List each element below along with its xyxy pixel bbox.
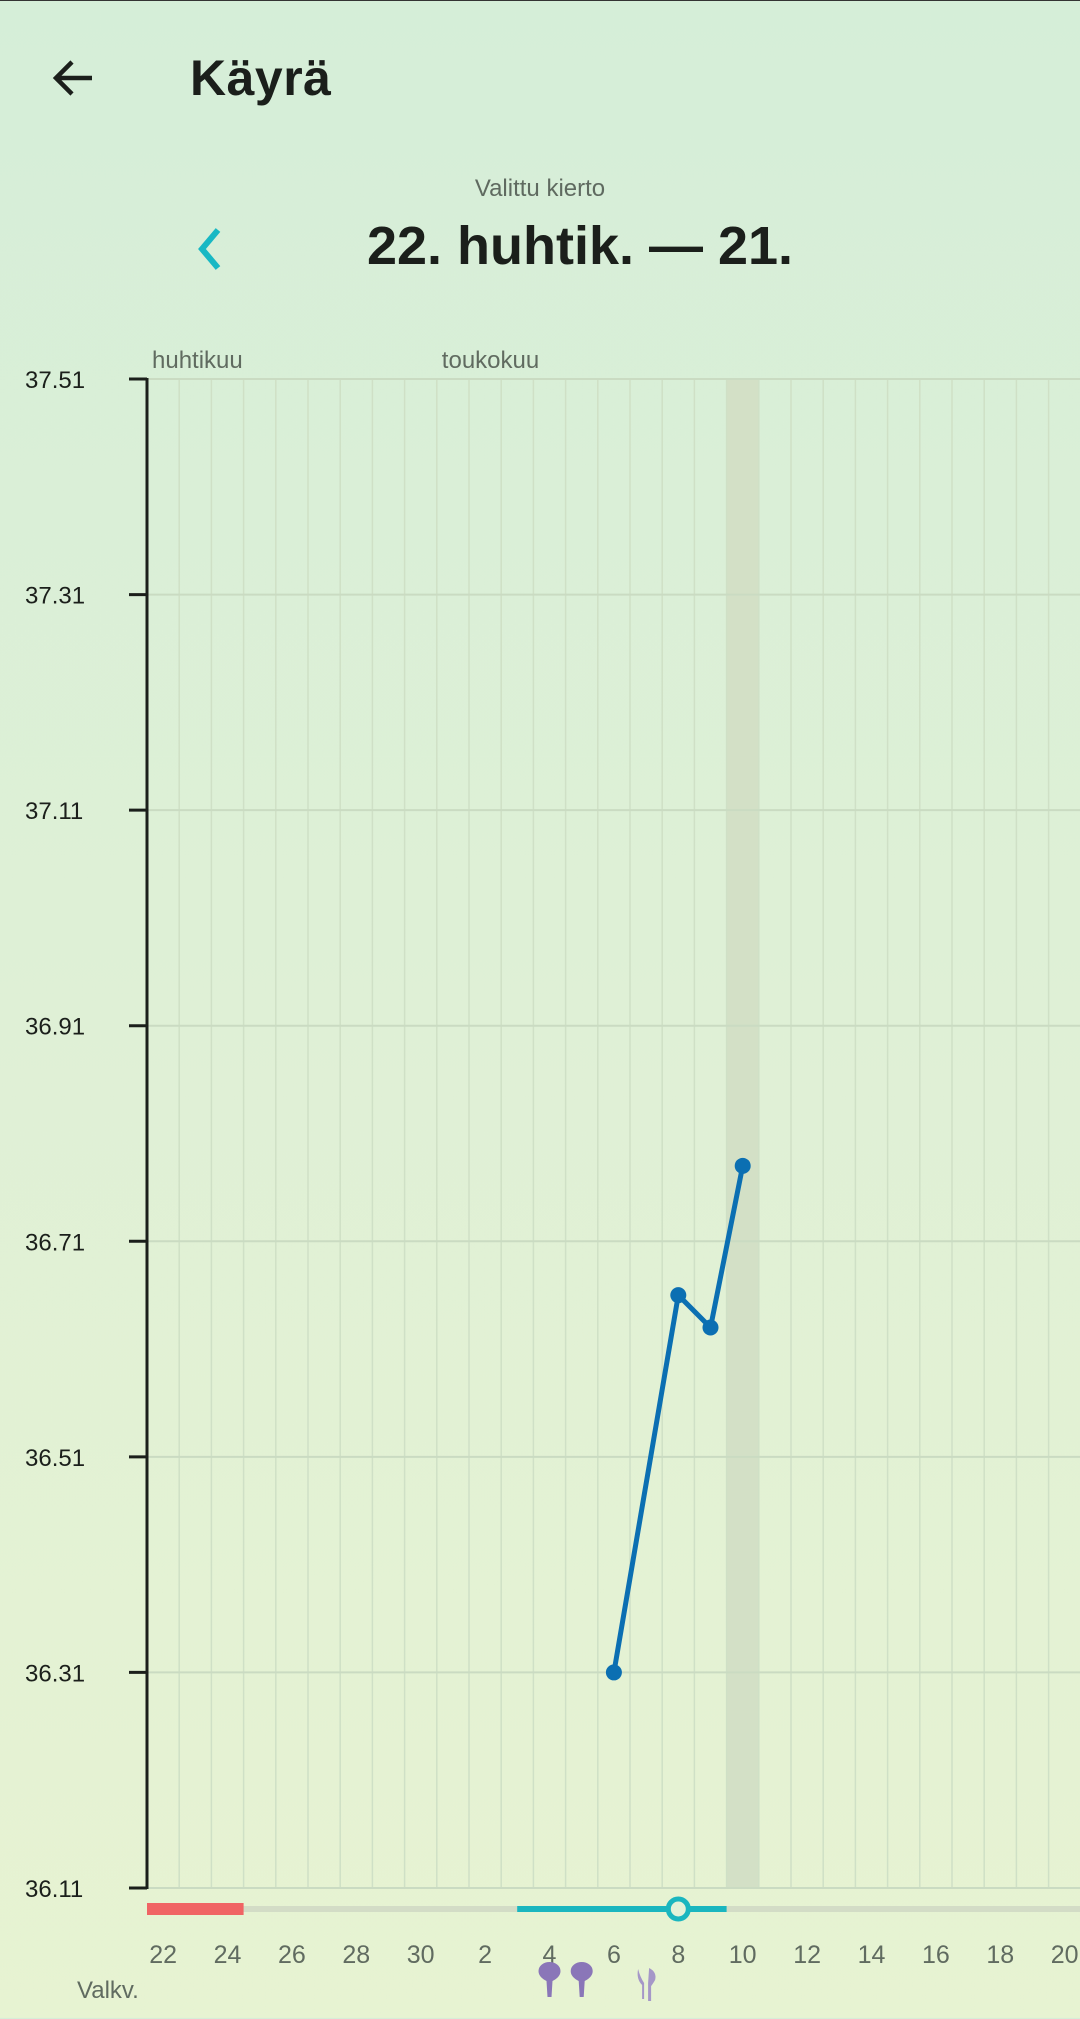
x-tick-label: 12 (793, 1941, 821, 1969)
y-tick-label: 36.51 (25, 1445, 85, 1472)
x-tick-label: 8 (671, 1941, 685, 1969)
x-tick-label: 30 (407, 1941, 435, 1969)
egg-white-mucus-icon (570, 1962, 593, 1997)
month-label: huhtikuu (152, 347, 243, 374)
cycle-range-text: 22. huhtik. — 21. toukok. (366, 216, 794, 296)
temperature-point (605, 1664, 622, 1681)
y-tick-label: 36.11 (25, 1876, 83, 1903)
x-tick-label: 16 (922, 1941, 950, 1969)
y-tick-label: 36.71 (25, 1229, 85, 1256)
x-tick-label: 2 (478, 1941, 492, 1969)
x-tick-label: 22 (149, 1941, 177, 1969)
x-tick-label: 10 (729, 1941, 757, 1969)
chevron-left-icon (198, 228, 221, 270)
period-bar (147, 1903, 244, 1915)
highlighted-day-column (726, 379, 759, 1888)
watery-mucus-icon (637, 1968, 656, 2001)
cycle-range: 22. huhtik. — 21. toukok. (330, 209, 830, 296)
temperature-point (670, 1287, 687, 1304)
x-tick-label: 28 (342, 1941, 370, 1969)
egg-white-mucus-icon (538, 1962, 561, 1997)
back-button[interactable] (48, 53, 98, 103)
temperature-point (734, 1157, 751, 1174)
x-tick-label: 14 (858, 1941, 886, 1969)
y-tick-label: 37.31 (25, 583, 85, 610)
x-tick-label: 18 (986, 1941, 1014, 1969)
x-tick-label: 4 (543, 1941, 557, 1969)
arrow-left-icon (52, 60, 92, 96)
temperature-line (611, 1165, 746, 1673)
ovulation-marker (665, 1896, 691, 1922)
x-tick-label: 26 (278, 1941, 306, 1969)
month-label: toukokuu (442, 347, 539, 374)
y-tick-label: 36.31 (25, 1660, 85, 1687)
x-tick-label: 20 (1051, 1941, 1079, 1969)
temperature-point (702, 1319, 719, 1336)
y-tick-label: 36.91 (25, 1014, 85, 1041)
x-tick-label: 6 (607, 1941, 621, 1969)
page-title: Käyrä (190, 50, 332, 106)
y-tick-label: 37.11 (25, 798, 83, 825)
cycle-label: Valittu kierto (474, 175, 606, 202)
previous-cycle-button[interactable] (190, 223, 230, 273)
x-tick-label: 24 (214, 1941, 242, 1969)
mucus-row-label: Valkv. (77, 1977, 139, 2004)
y-tick-label: 37.51 (25, 367, 85, 394)
